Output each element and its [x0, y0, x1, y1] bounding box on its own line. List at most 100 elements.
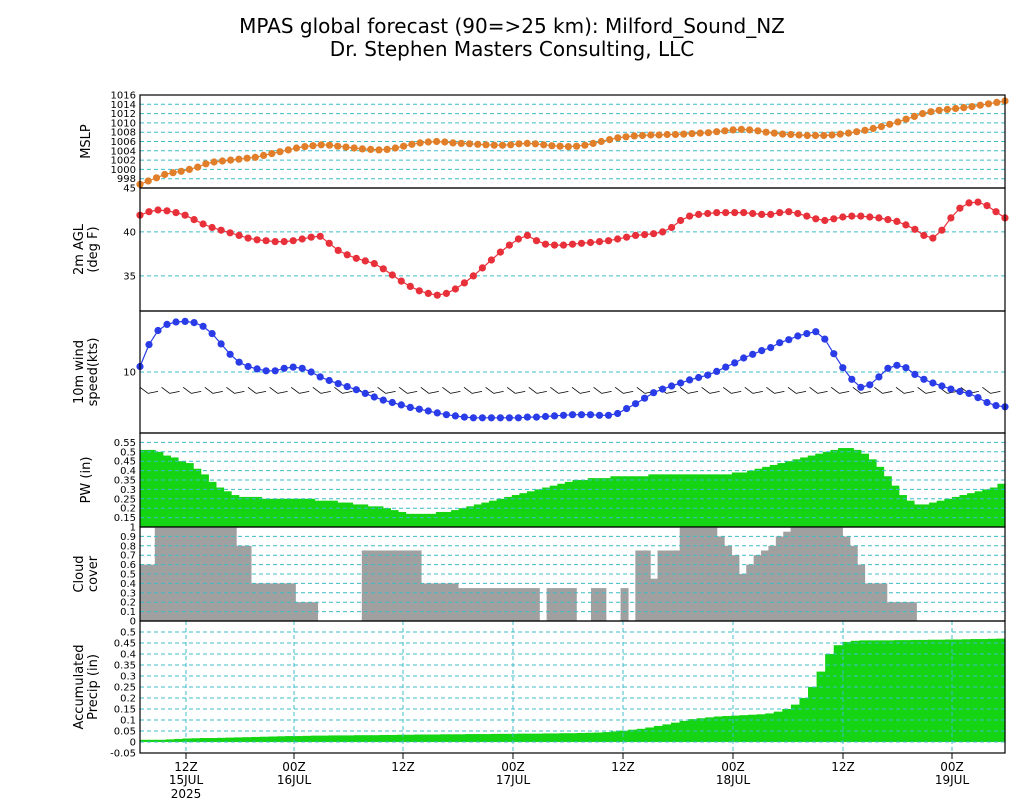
- data-point: [754, 127, 762, 135]
- bar: [473, 504, 483, 527]
- bar: [906, 500, 915, 527]
- bar: [361, 550, 370, 621]
- bar: [585, 732, 595, 742]
- y-tick-label: 0.05: [114, 727, 136, 738]
- data-point: [325, 376, 333, 385]
- y-tick-label: 0.3: [120, 588, 136, 599]
- bar: [413, 550, 422, 621]
- data-point: [821, 216, 829, 225]
- chart-subtitle: Dr. Stephen Masters Consulting, LLC: [330, 37, 694, 61]
- bar: [724, 474, 733, 527]
- data-point: [280, 364, 288, 372]
- data-point: [208, 330, 216, 338]
- bar: [140, 739, 150, 742]
- data-point: [433, 409, 441, 417]
- data-point: [145, 208, 153, 216]
- bar: [319, 735, 330, 742]
- bar: [672, 550, 681, 621]
- data-point: [650, 230, 658, 238]
- wind-barb: [874, 387, 893, 394]
- data-point: [498, 141, 507, 149]
- data-point: [795, 131, 803, 139]
- data-point: [911, 370, 919, 378]
- bar: [474, 734, 484, 742]
- bar: [531, 588, 540, 621]
- data-point: [857, 212, 865, 220]
- data-point: [325, 239, 333, 247]
- bar: [344, 502, 354, 527]
- y-tick-label: 0.3: [120, 672, 136, 683]
- bar: [491, 733, 501, 742]
- data-point: [731, 209, 739, 217]
- data-point: [564, 143, 573, 151]
- data-point: [145, 341, 153, 349]
- data-point: [704, 371, 712, 379]
- bar: [302, 602, 311, 621]
- bar: [287, 583, 296, 621]
- data-point: [289, 237, 297, 245]
- data-point: [729, 126, 737, 134]
- bar: [443, 583, 452, 621]
- wind-barb: [204, 387, 223, 394]
- data-point: [853, 128, 861, 136]
- data-point: [350, 144, 358, 152]
- data-point: [877, 123, 886, 131]
- data-point: [663, 130, 671, 139]
- data-point: [632, 400, 640, 408]
- data-point: [758, 210, 766, 218]
- bar: [635, 550, 644, 621]
- wind-barb: [571, 387, 591, 394]
- bar: [738, 574, 747, 621]
- bar: [375, 506, 384, 527]
- bar: [199, 738, 210, 742]
- data-point: [208, 223, 216, 232]
- data-point: [568, 240, 577, 248]
- data-point: [154, 206, 162, 214]
- y-tick-label: 0.45: [114, 639, 136, 650]
- series-line: [139, 320, 1006, 419]
- y-tick-label: 0.2: [120, 504, 136, 515]
- data-point: [253, 236, 261, 244]
- data-point: [260, 151, 268, 159]
- bar: [494, 588, 503, 621]
- data-point: [960, 104, 968, 112]
- bar: [979, 639, 989, 742]
- data-point: [169, 169, 177, 177]
- bar: [472, 588, 481, 621]
- data-point: [785, 208, 793, 216]
- bar: [849, 545, 858, 621]
- bar: [927, 639, 938, 742]
- bar: [253, 496, 263, 527]
- y-tick-label: 0: [130, 738, 136, 749]
- bar: [633, 476, 642, 527]
- data-point: [595, 411, 604, 419]
- data-point: [358, 145, 366, 153]
- bar: [242, 737, 252, 742]
- bar: [322, 500, 331, 527]
- panel-frame: [139, 187, 1006, 312]
- data-point: [424, 407, 432, 415]
- data-point: [803, 330, 811, 338]
- data-point: [902, 364, 910, 372]
- bar: [671, 474, 680, 527]
- data-point: [947, 385, 955, 393]
- data-point: [559, 411, 568, 419]
- data-point: [307, 368, 315, 376]
- data-point: [309, 142, 317, 150]
- bar: [398, 550, 407, 621]
- bar: [466, 506, 475, 527]
- data-point: [361, 257, 369, 265]
- data-point: [474, 140, 482, 148]
- data-point: [695, 210, 703, 218]
- data-point: [630, 132, 638, 140]
- bar: [542, 733, 552, 742]
- y-tick-label: 1006: [111, 137, 136, 148]
- data-point: [586, 238, 595, 247]
- bar: [174, 738, 184, 742]
- bar: [285, 736, 295, 742]
- y-tick-label: 998: [117, 174, 136, 185]
- data-point: [226, 350, 234, 358]
- y-tick-label: 0.15: [114, 513, 136, 524]
- bar: [827, 527, 836, 621]
